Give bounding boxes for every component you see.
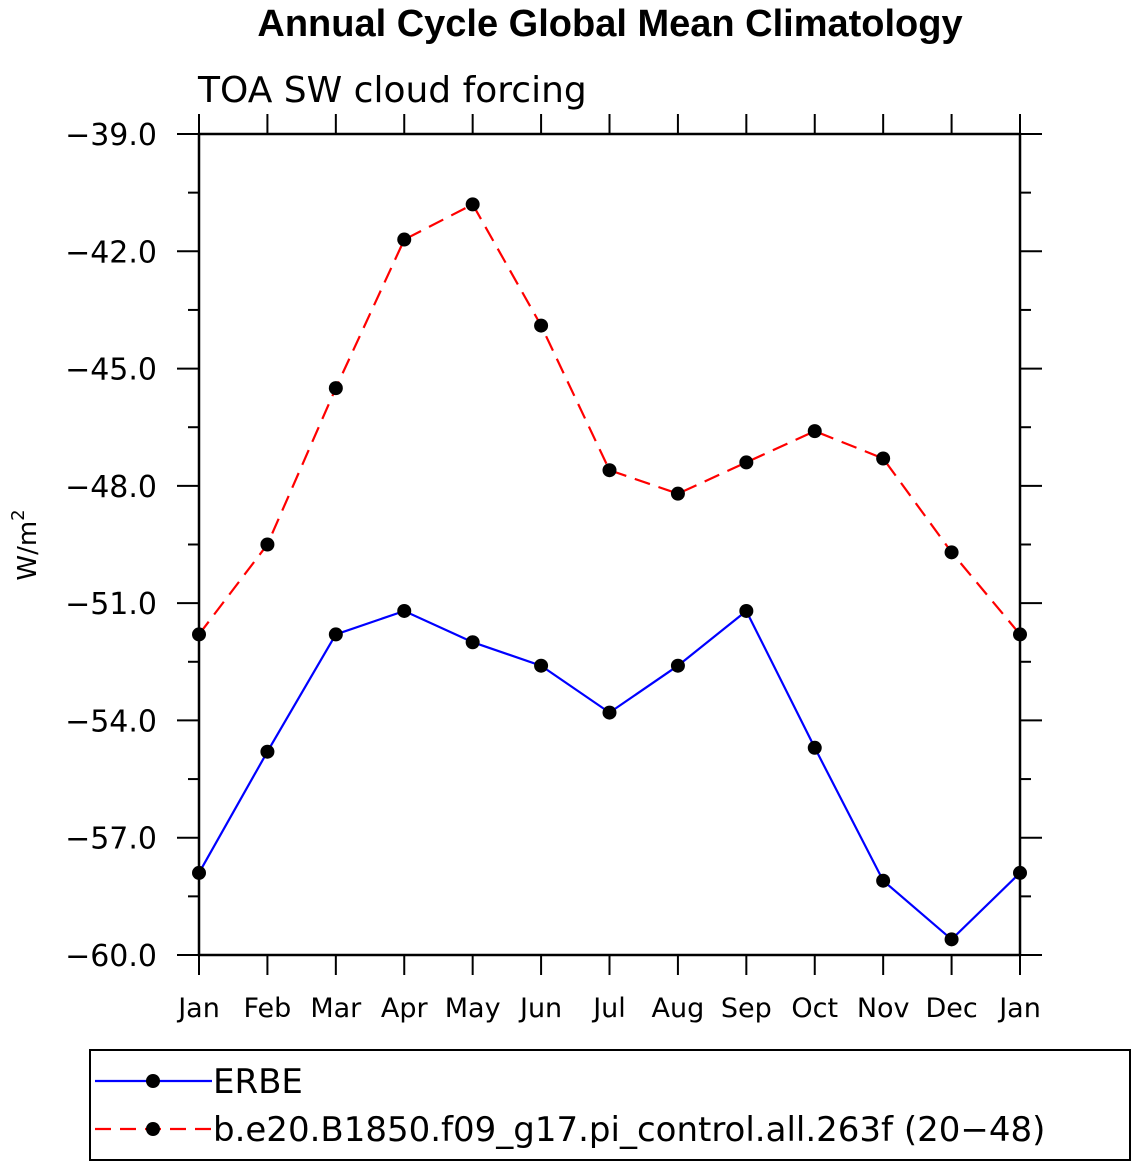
series-2-point [602,463,617,478]
y-tick-label: −51.0 [65,587,157,622]
y-axis-label-superscript: 2 [8,509,29,520]
x-tick-label: Jan [176,993,220,1024]
series-2-point [465,197,480,212]
y-tick-label: −48.0 [65,470,157,505]
series-2-point [260,537,275,552]
series-1-point [602,705,617,720]
series-line-1 [198,609,1021,941]
legend-box [89,1049,1131,1161]
chart-title: Annual Cycle Global Mean Climatology [257,3,962,45]
legend: ERBE b.e20.B1850.f09_g17.pi_control.all.2… [95,1062,1045,1150]
plot-area-frame [197,132,1022,957]
legend-marker [146,1122,160,1136]
series-1-point [534,658,549,673]
y-tick-label: −57.0 [65,822,157,857]
legend-label: ERBE [213,1062,303,1102]
legend-entry-1: ERBE [95,1062,303,1102]
series-2-point [397,232,412,247]
chart-subtitle: TOA SW cloud forcing [197,70,587,111]
y-tick-labels: −39.0 −42.0 −45.0 −48.0 −51.0 −54.0 −57.0 −60.0 [65,118,157,974]
x-tick-label: Sep [721,993,772,1024]
series-1-point [397,603,412,618]
x-tick-label: Nov [857,993,910,1024]
series-2-point [944,545,959,560]
series-1 [192,603,1027,947]
series-1-point [739,603,754,618]
y-tick-label: −60.0 [65,939,157,974]
series-2-point [670,486,685,501]
series-2-point [192,627,206,642]
series-1-point [465,635,480,650]
series-1-point [1013,865,1027,880]
x-tick-label: Jun [518,993,562,1024]
x-tick-labels: Jan Feb Mar Apr May Jun Jul Aug Sep Oct Nov Dec Jan [176,993,1041,1024]
legend-marker [146,1074,160,1088]
x-tick-label: Dec [925,993,977,1024]
y-axis-label: W/m2 [8,509,43,580]
series-2-point [534,318,549,333]
series-1-point [328,627,343,642]
series-1-point [670,658,685,673]
svg-text:W/m2: W/m2 [8,509,43,580]
x-tick-label: May [445,993,501,1024]
series-line-2 [198,202,1021,636]
x-tick-label: Mar [310,993,362,1024]
series-layer [192,197,1027,947]
series-2 [192,197,1027,642]
x-tick-label: Apr [381,993,429,1024]
series-2-point [1013,627,1027,642]
series-1-point [260,744,275,759]
y-tick-label: −42.0 [65,235,157,270]
legend-entry-2: b.e20.B1850.f09_g17.pi_control.all.263f … [95,1110,1045,1150]
legend-label: b.e20.B1850.f09_g17.pi_control.all.263f … [213,1110,1045,1150]
y-tick-label: −39.0 [65,118,157,153]
series-1-point [876,873,891,888]
axis-ticks [177,114,1042,975]
series-1-point [807,740,822,755]
x-tick-label: Feb [244,993,292,1024]
y-tick-label: −45.0 [65,353,157,388]
series-2-point [328,381,343,396]
series-1-point [192,865,206,880]
x-tick-label: Jul [591,993,626,1024]
x-tick-label: Jan [997,993,1041,1024]
y-tick-label: −54.0 [65,704,157,739]
x-tick-label: Oct [791,993,838,1024]
series-2-point [739,455,754,470]
y-axis-label-text: W/m [13,521,43,581]
x-tick-label: Aug [652,993,705,1024]
series-1-point [944,932,959,947]
series-2-point [807,424,822,439]
series-2-point [876,451,891,466]
